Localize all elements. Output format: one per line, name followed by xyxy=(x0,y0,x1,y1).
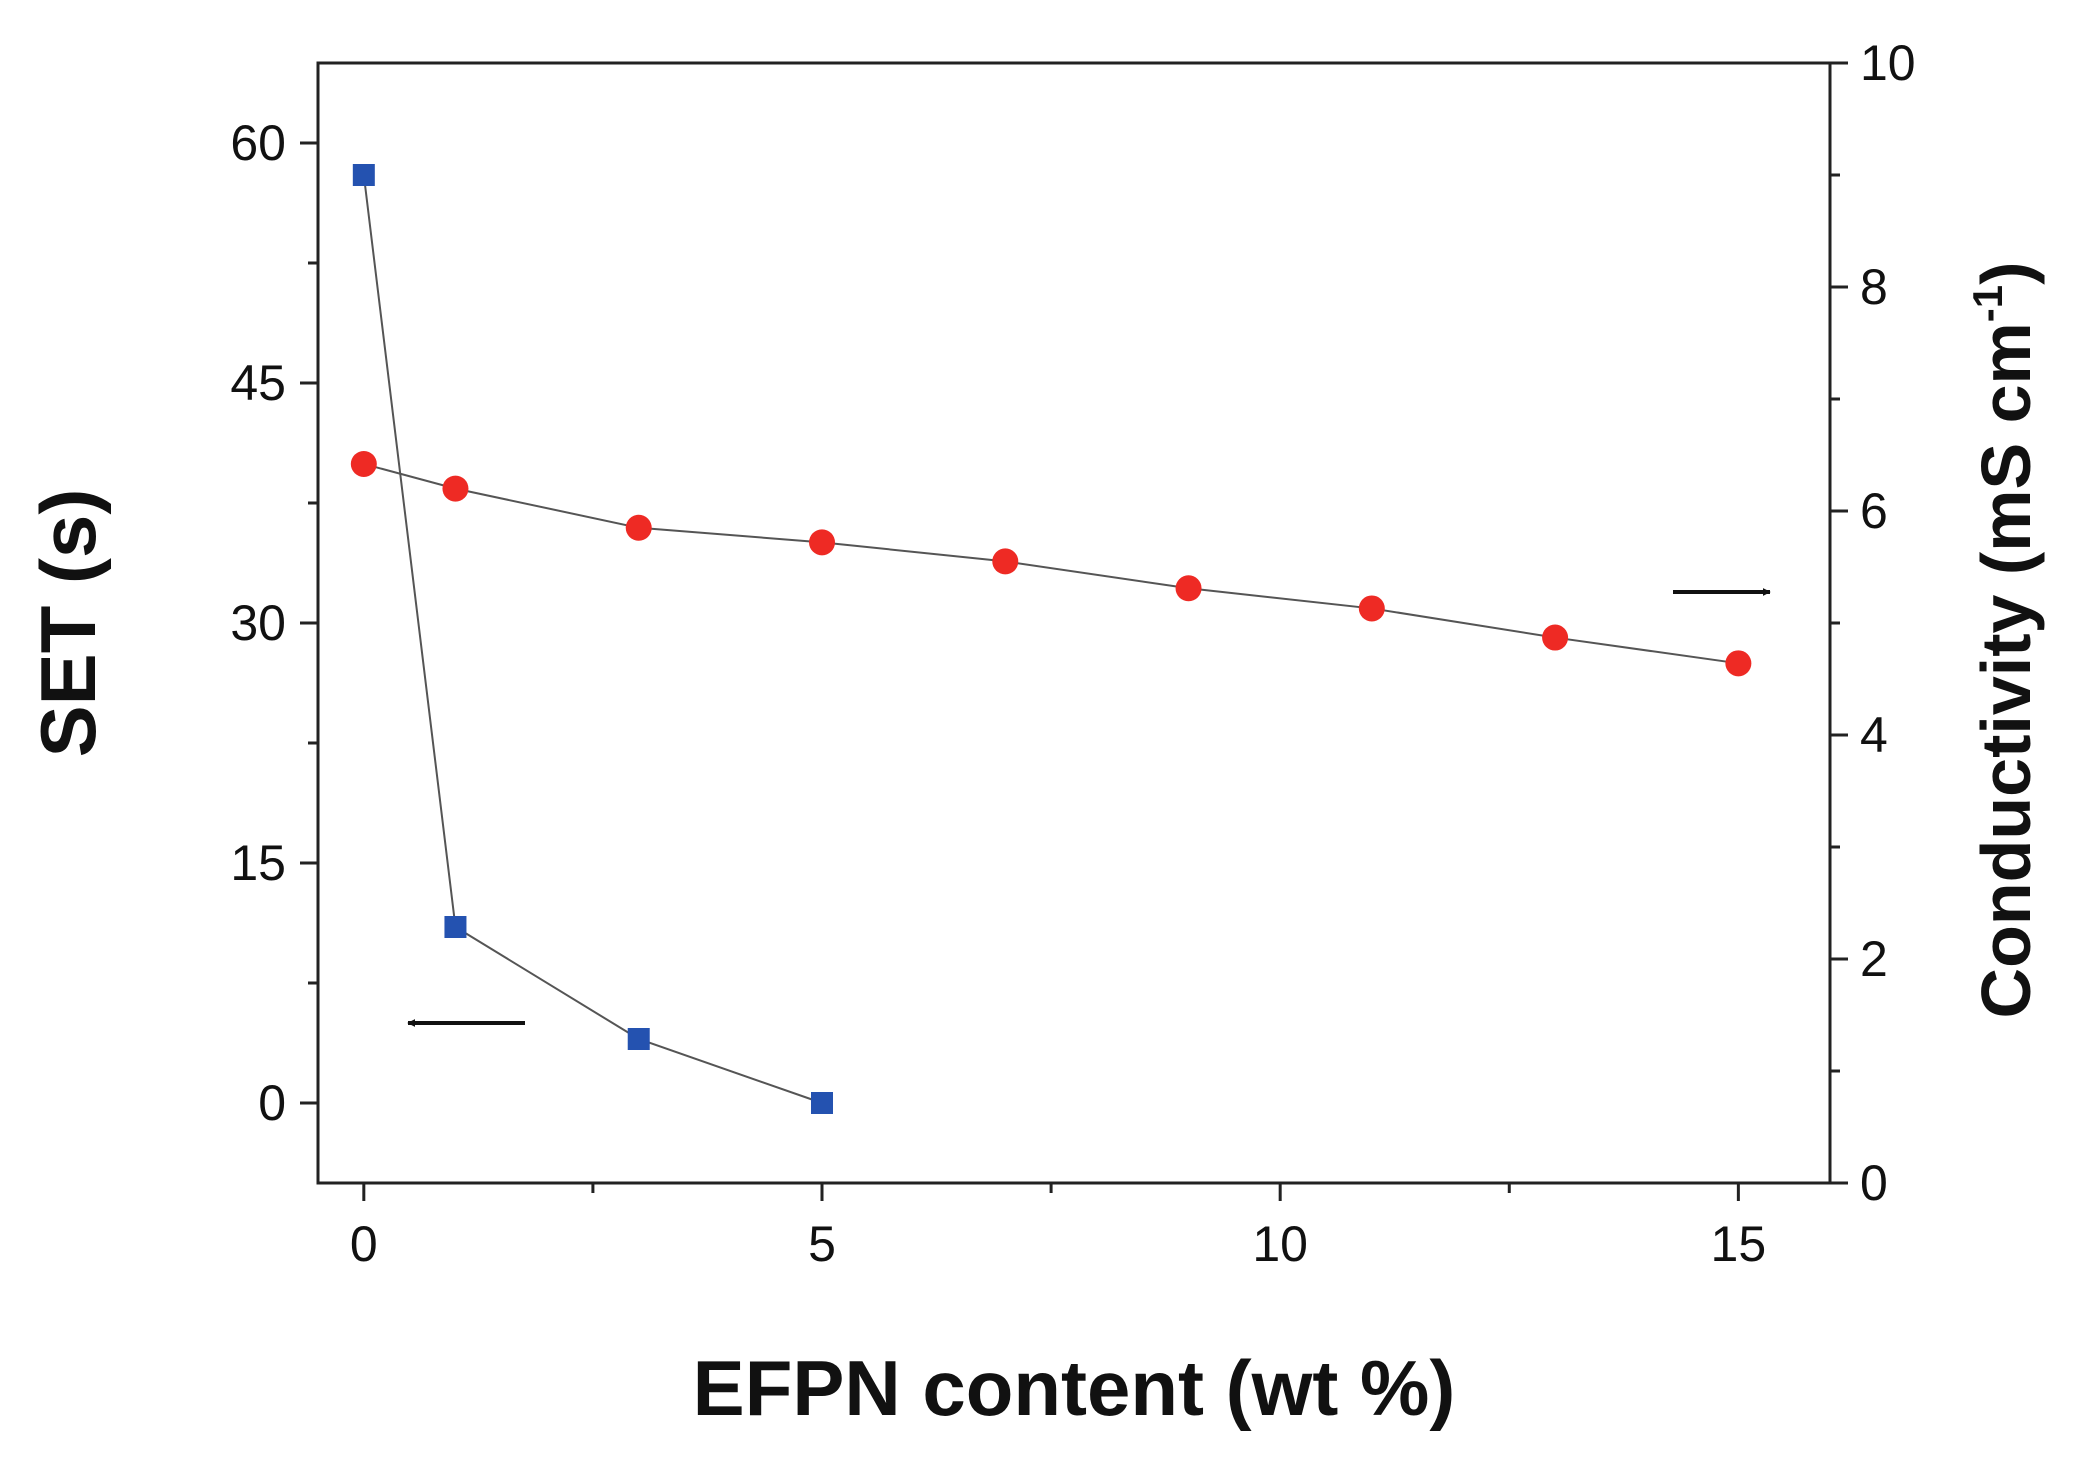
series-1-point xyxy=(627,1028,650,1050)
y-tick-label: 0 xyxy=(258,1075,286,1131)
x-tick-label: 5 xyxy=(808,1216,836,1272)
x-tick-label: 15 xyxy=(1711,1216,1767,1272)
series-markers xyxy=(350,164,1752,1114)
y-axis-right-title-main: Conductivity (mS cm xyxy=(1967,322,2045,1018)
y-axis-left-title: SET (s) xyxy=(24,489,112,758)
series-1-line xyxy=(362,174,823,1104)
y2-tick-label: 0 xyxy=(1860,1155,1888,1211)
series-2-point xyxy=(625,514,652,541)
series-lines xyxy=(362,174,1739,1104)
x-axis-title: EFPN content (wt %) xyxy=(693,1344,1456,1432)
x-axis: 0 5 10 15 xyxy=(350,1183,1766,1272)
y2-tick-label: 2 xyxy=(1860,931,1888,987)
x-tick-label: 10 xyxy=(1252,1216,1308,1272)
series-2-point xyxy=(1358,595,1385,622)
y-axis-right-title: Conductivity (mS cm-1) xyxy=(1964,262,2045,1019)
plot-frame xyxy=(316,61,1832,1185)
y-tick-label: 15 xyxy=(230,835,286,891)
y2-tick-label: 6 xyxy=(1860,483,1888,539)
series-2-point xyxy=(992,548,1019,575)
series-1-point xyxy=(444,916,467,938)
series-2-line xyxy=(363,462,1739,665)
y-tick-label: 30 xyxy=(230,595,286,651)
series-2-point xyxy=(1175,575,1202,602)
y-tick-label: 60 xyxy=(230,115,286,171)
y-axis-right: 0 2 4 6 8 10 xyxy=(1830,35,1916,1211)
series-2-point xyxy=(350,450,377,477)
y-tick-label: 45 xyxy=(230,355,286,411)
series-2-point xyxy=(1542,624,1569,651)
series-1-point xyxy=(352,164,375,186)
y2-tick-label: 8 xyxy=(1860,259,1888,315)
y-axis-left: 0 15 30 45 60 xyxy=(230,115,318,1131)
y-axis-right-title-sup: -1 xyxy=(1964,285,2011,322)
series-2-point xyxy=(1725,650,1752,677)
y2-tick-label: 4 xyxy=(1860,707,1888,763)
y2-tick-label: 10 xyxy=(1860,35,1916,91)
series-2-point xyxy=(809,529,835,556)
y-axis-right-title-tail: ) xyxy=(1967,262,2045,285)
x-tick-label: 0 xyxy=(350,1216,378,1272)
series-1-point xyxy=(811,1092,833,1114)
series-2-point xyxy=(442,475,469,502)
